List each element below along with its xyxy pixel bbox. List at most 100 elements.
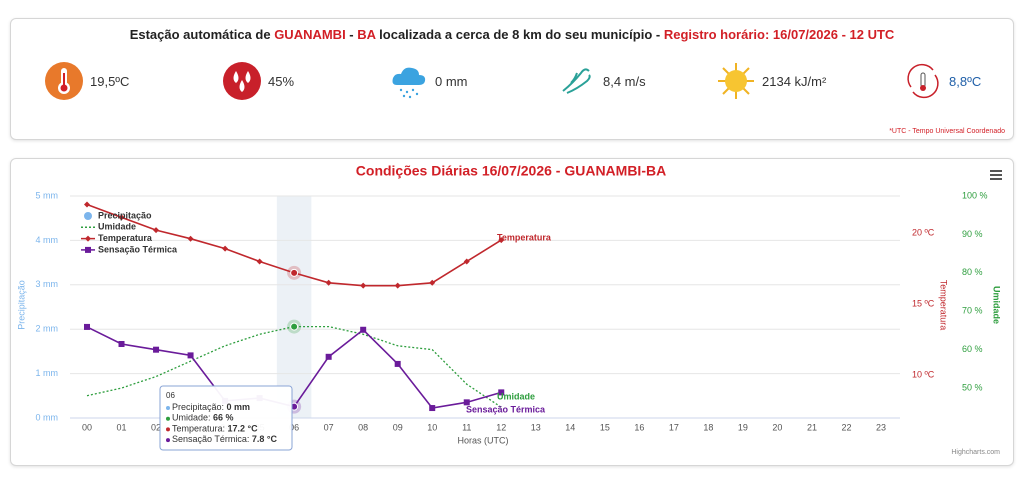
tooltip-line: Precipitação: 0 mm	[172, 402, 250, 412]
marker	[118, 341, 125, 347]
marker	[84, 201, 90, 208]
marker	[394, 360, 401, 367]
y3-tick-label: 50 %	[962, 382, 983, 392]
x-tick-label: 23	[876, 422, 886, 432]
icon-rain	[392, 67, 426, 99]
hover-band	[276, 196, 312, 418]
menu-icon[interactable]	[988, 168, 1002, 182]
y3-tick-label: 100 %	[962, 190, 988, 200]
marker	[187, 352, 194, 359]
metric-value: 0 mm	[435, 73, 468, 89]
hover-point	[290, 322, 299, 331]
y2-tick-label: 20 ºC	[912, 227, 935, 237]
marker	[360, 326, 367, 333]
y-tick-label: 5 mm	[36, 190, 59, 200]
tooltip-bullet	[166, 438, 170, 443]
legend-marker	[85, 246, 91, 253]
y-tick-label: 2 mm	[36, 324, 59, 334]
x-tick-label: 20	[772, 422, 782, 432]
metric-value: 8,8ºC	[949, 73, 982, 89]
series-label: Sensação Térmica	[466, 404, 546, 414]
chart-title: Condições Diárias 16/07/2026 - GUANAMBI-…	[356, 163, 666, 179]
y2-axis-title: Temperatura	[939, 280, 949, 331]
menu-lines	[990, 170, 1002, 180]
x-tick-label: 16	[634, 422, 644, 432]
y2-tick-label: 10 ºC	[912, 370, 935, 380]
metric-value: 8,4 m/s	[603, 73, 646, 89]
marker	[394, 282, 401, 289]
x-tick-label: 01	[117, 422, 127, 432]
y2-tick-label: 15 ºC	[912, 299, 935, 309]
metric-radiation: 2134 kJ/m²	[716, 63, 826, 99]
metric-wind: 8,4 m/s	[557, 63, 646, 99]
metric-temperature: 19,5ºC	[44, 62, 129, 100]
marker	[153, 227, 160, 234]
marker	[325, 353, 332, 360]
marker	[118, 214, 125, 221]
metric-humidity: 45%	[222, 62, 295, 100]
y3-tick-label: 90 %	[962, 229, 983, 239]
marker	[187, 235, 194, 242]
series-label: Temperatura	[497, 232, 552, 242]
x-tick-label: 11	[462, 422, 471, 432]
marker	[463, 399, 470, 406]
x-tick-label: 19	[738, 422, 748, 432]
x-tick-label: 18	[703, 422, 713, 432]
x-tick-label: 00	[82, 422, 92, 432]
marker	[498, 389, 505, 396]
x-tick-label: 22	[841, 422, 851, 432]
footnote: *UTC - Tempo Universal Coordenado	[889, 128, 1005, 135]
title-part: Estação automática de	[129, 27, 275, 42]
x-tick-label: 15	[600, 422, 610, 432]
marker	[222, 245, 229, 252]
tooltip-bullet	[166, 406, 170, 410]
tooltip-bullet	[166, 427, 170, 432]
legend-label: Sensação Térmica	[98, 244, 178, 254]
hover-point	[290, 268, 299, 277]
tooltip-label: Sensação Térmica:	[172, 434, 252, 444]
y-tick-label: 4 mm	[36, 235, 59, 245]
title-part: -	[345, 27, 358, 42]
y3-tick-label: 80 %	[962, 267, 983, 277]
tooltip-value: 17.2 °C	[228, 424, 259, 434]
icon-sun	[718, 63, 754, 99]
title-part: BA	[357, 27, 376, 42]
icon-temperature	[45, 62, 83, 100]
x-tick-label: 08	[358, 422, 368, 432]
metric-value: 45%	[268, 73, 295, 89]
credits: Highcharts.com	[951, 449, 1000, 456]
tooltip-value: 7.8 °C	[252, 434, 278, 444]
tooltip-label: Temperatura:	[172, 424, 228, 434]
x-axis-title: Horas (UTC)	[458, 435, 509, 445]
x-tick-label: 14	[565, 422, 575, 432]
title-part: GUANAMBI	[274, 27, 346, 42]
marker	[325, 279, 332, 286]
legend-label: Umidade	[98, 222, 136, 232]
y-tick-label: 0 mm	[36, 412, 59, 422]
icon-humidity	[223, 62, 261, 100]
metric-feels-like: 8,8ºC	[903, 63, 981, 99]
y3-axis-title: Umidade	[992, 286, 1002, 324]
marker	[256, 258, 263, 265]
title-part: Registro horário: 16/07/2026 - 12 UTC	[663, 27, 895, 42]
series-label: Umidade	[497, 391, 535, 401]
x-tick-label: 17	[669, 422, 679, 432]
x-tick-label: 21	[807, 422, 817, 432]
tooltip-bullet	[166, 416, 170, 421]
station-card: Estação automática de GUANAMBI - BA loca…	[10, 18, 1014, 140]
tooltip-label: Umidade:	[172, 413, 213, 423]
y3-tick-label: 70 %	[962, 306, 983, 316]
tooltip-line: Temperatura: 17.2 °C	[172, 424, 258, 434]
series-line	[86, 325, 502, 408]
metric-value: 2134 kJ/m²	[762, 73, 827, 89]
marker	[463, 258, 470, 265]
y-tick-label: 3 mm	[36, 279, 59, 289]
marker	[153, 346, 160, 353]
tooltip-label: Precipitação:	[172, 402, 227, 412]
x-tick-label: 07	[324, 422, 334, 432]
station-title: Estação automática de GUANAMBI - BA loca…	[11, 27, 1013, 42]
marker	[429, 279, 436, 286]
legend-label: Temperatura	[98, 233, 153, 243]
y3-tick-label: 60 %	[962, 344, 983, 354]
